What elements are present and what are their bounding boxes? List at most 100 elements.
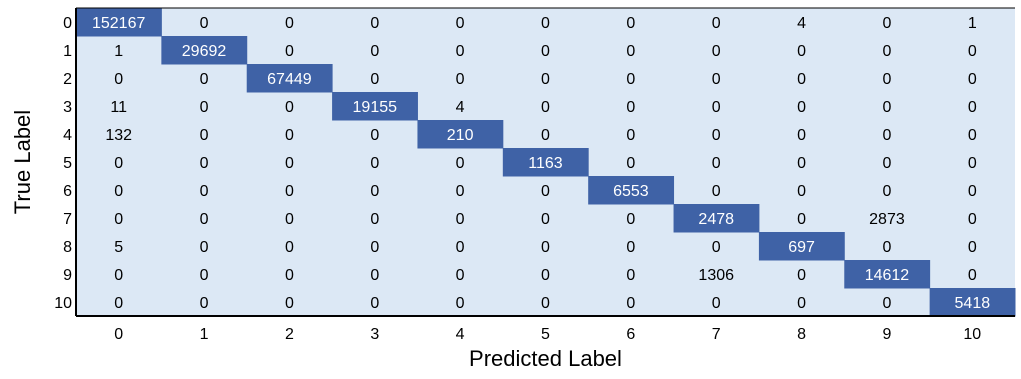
cell-value-r7-c7: 2478 — [698, 211, 734, 228]
x-tick-label-10: 10 — [963, 326, 981, 343]
cell-value-r8-c9: 0 — [883, 239, 892, 256]
cell-value-r2-c2: 67449 — [267, 71, 312, 88]
cell-value-r4-c10: 0 — [968, 127, 977, 144]
cell-value-r2-c3: 0 — [370, 71, 379, 88]
cell-value-r8-c3: 0 — [370, 239, 379, 256]
diagonal-cell-6 — [588, 176, 675, 205]
diagonal-cell-9 — [844, 260, 931, 289]
cell-value-r10-c3: 0 — [370, 295, 379, 312]
x-tick-label-7: 7 — [712, 326, 721, 343]
cell-value-r4-c1: 0 — [200, 127, 209, 144]
cell-value-r5-c9: 0 — [883, 155, 892, 172]
cell-value-r1-c2: 0 — [285, 43, 294, 60]
cell-value-r6-c9: 0 — [883, 183, 892, 200]
cell-value-r4-c0: 132 — [105, 127, 132, 144]
cell-value-r9-c8: 0 — [797, 267, 806, 284]
cell-value-r7-c10: 0 — [968, 211, 977, 228]
cell-value-r9-c0: 0 — [114, 267, 123, 284]
cell-value-r7-c4: 0 — [456, 211, 465, 228]
cell-value-r8-c1: 0 — [200, 239, 209, 256]
cell-value-r3-c7: 0 — [712, 99, 721, 116]
cell-value-r5-c2: 0 — [285, 155, 294, 172]
diagonal-cell-4 — [417, 120, 504, 149]
cell-value-r7-c8: 0 — [797, 211, 806, 228]
cell-value-r0-c9: 0 — [883, 15, 892, 32]
x-tick-label-6: 6 — [626, 326, 635, 343]
cell-value-r10-c10: 5418 — [955, 295, 991, 312]
cell-value-r1-c9: 0 — [883, 43, 892, 60]
cell-value-r3-c1: 0 — [200, 99, 209, 116]
cell-value-r2-c7: 0 — [712, 71, 721, 88]
cell-value-r1-c7: 0 — [712, 43, 721, 60]
cell-value-r8-c10: 0 — [968, 239, 977, 256]
cell-value-r0-c2: 0 — [285, 15, 294, 32]
cell-value-r1-c1: 29692 — [182, 43, 227, 60]
cell-value-r6-c3: 0 — [370, 183, 379, 200]
cell-value-r2-c9: 0 — [883, 71, 892, 88]
cell-value-r5-c8: 0 — [797, 155, 806, 172]
cell-value-r6-c8: 0 — [797, 183, 806, 200]
x-axis-label: Predicted Label — [469, 346, 622, 371]
cell-value-r1-c5: 0 — [541, 43, 550, 60]
cell-value-r4-c7: 0 — [712, 127, 721, 144]
diagonal-cell-7 — [673, 204, 760, 233]
x-tick-label-2: 2 — [285, 326, 294, 343]
cell-value-r9-c2: 0 — [285, 267, 294, 284]
cell-value-r10-c9: 0 — [883, 295, 892, 312]
y-axis-label: True Label — [10, 110, 35, 214]
cell-value-r0-c0: 152167 — [92, 15, 145, 32]
cell-value-r7-c5: 0 — [541, 211, 550, 228]
cell-value-r0-c5: 0 — [541, 15, 550, 32]
cell-value-r1-c10: 0 — [968, 43, 977, 60]
cell-value-r2-c10: 0 — [968, 71, 977, 88]
y-tick-label-3: 3 — [63, 99, 72, 116]
cell-value-r0-c7: 0 — [712, 15, 721, 32]
cell-value-r10-c7: 0 — [712, 295, 721, 312]
cell-value-r8-c2: 0 — [285, 239, 294, 256]
cell-value-r3-c4: 4 — [456, 99, 465, 116]
cell-value-r3-c10: 0 — [968, 99, 977, 116]
cell-value-r4-c8: 0 — [797, 127, 806, 144]
cell-value-r0-c4: 0 — [456, 15, 465, 32]
x-tick-label-0: 0 — [114, 326, 123, 343]
cell-value-r2-c6: 0 — [626, 71, 635, 88]
cell-value-r3-c3: 19155 — [353, 99, 398, 116]
cell-value-r9-c10: 0 — [968, 267, 977, 284]
cell-value-r6-c6: 6553 — [613, 183, 649, 200]
cell-value-r7-c2: 0 — [285, 211, 294, 228]
cell-value-r4-c6: 0 — [626, 127, 635, 144]
cell-value-r0-c6: 0 — [626, 15, 635, 32]
cell-value-r6-c1: 0 — [200, 183, 209, 200]
cell-value-r9-c9: 14612 — [865, 267, 910, 284]
cell-value-r6-c4: 0 — [456, 183, 465, 200]
cell-value-r9-c7: 1306 — [698, 267, 734, 284]
cell-value-r6-c0: 0 — [114, 183, 123, 200]
cell-value-r1-c6: 0 — [626, 43, 635, 60]
x-tick-label-8: 8 — [797, 326, 806, 343]
cell-value-r2-c5: 0 — [541, 71, 550, 88]
cell-value-r9-c3: 0 — [370, 267, 379, 284]
cell-value-r0-c1: 0 — [200, 15, 209, 32]
cell-value-r9-c4: 0 — [456, 267, 465, 284]
diagonal-cell-10 — [929, 288, 1016, 317]
y-tick-label-2: 2 — [63, 71, 72, 88]
diagonal-cell-8 — [758, 232, 845, 261]
cell-value-r6-c2: 0 — [285, 183, 294, 200]
y-tick-label-6: 6 — [63, 183, 72, 200]
cell-value-r9-c1: 0 — [200, 267, 209, 284]
cell-value-r6-c10: 0 — [968, 183, 977, 200]
cell-value-r8-c5: 0 — [541, 239, 550, 256]
y-tick-label-0: 0 — [63, 15, 72, 32]
x-tick-label-9: 9 — [883, 326, 892, 343]
cell-value-r1-c8: 0 — [797, 43, 806, 60]
cell-value-r8-c7: 0 — [712, 239, 721, 256]
cell-value-r10-c8: 0 — [797, 295, 806, 312]
cell-value-r0-c10: 1 — [968, 15, 977, 32]
cell-value-r8-c8: 697 — [788, 239, 815, 256]
cell-value-r5-c6: 0 — [626, 155, 635, 172]
cell-value-r7-c0: 0 — [114, 211, 123, 228]
cell-value-r1-c4: 0 — [456, 43, 465, 60]
cell-value-r8-c4: 0 — [456, 239, 465, 256]
cell-value-r7-c1: 0 — [200, 211, 209, 228]
cell-value-r7-c6: 0 — [626, 211, 635, 228]
